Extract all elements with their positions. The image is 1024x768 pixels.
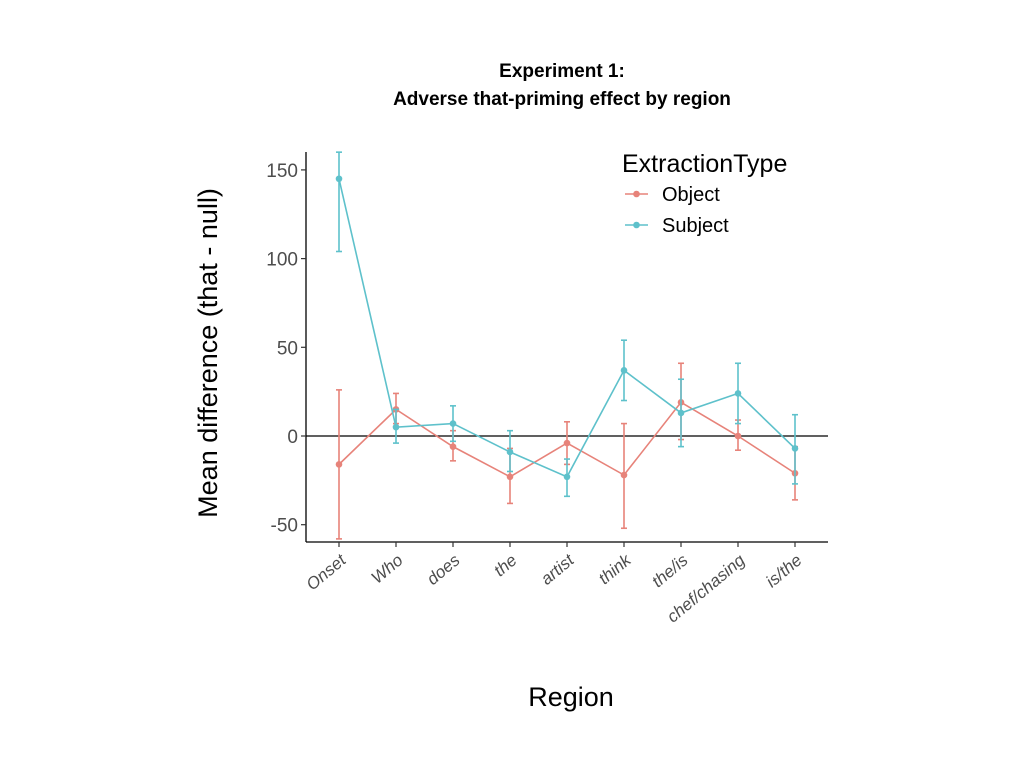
- data-point-object: [620, 471, 628, 479]
- data-point-object: [335, 461, 343, 468]
- data-point-object: [449, 443, 457, 450]
- plot-area: -50 0 50 100 150 Onset Who does the artist think th…: [266, 151, 828, 626]
- data-point-subject: [620, 367, 628, 374]
- legend-label-subject: Subject: [662, 215, 729, 237]
- x-tick-label: the: [490, 551, 520, 581]
- data-point-subject: [449, 420, 457, 427]
- x-tick-label: is/the: [762, 551, 805, 592]
- y-tick-label: 100: [266, 250, 298, 271]
- data-point-subject: [506, 448, 514, 456]
- legend: ExtractionType Object Subject: [622, 150, 787, 237]
- y-tick-label: 150: [266, 161, 298, 182]
- data-point-subject: [392, 423, 400, 431]
- data-point-subject: [563, 473, 571, 481]
- chart-title: Experiment 1:: [499, 61, 625, 82]
- x-axis-title: Region: [528, 682, 614, 712]
- legend-swatch-point: [633, 221, 640, 229]
- x-tick-label: artist: [537, 550, 578, 589]
- legend-swatch-point: [633, 190, 640, 198]
- data-point-subject: [677, 409, 685, 417]
- series-object: [335, 362, 799, 540]
- chart-subtitle: Adverse that-priming effect by region: [393, 89, 731, 110]
- data-point-object: [506, 473, 514, 481]
- data-point-object: [563, 439, 571, 447]
- x-tick-label: Onset: [303, 550, 351, 595]
- legend-title: ExtractionType: [622, 150, 787, 178]
- x-tick-label: does: [423, 550, 464, 589]
- y-tick-label: 50: [277, 338, 298, 359]
- legend-item-subject: Subject: [625, 215, 729, 237]
- x-tick-label: Who: [368, 551, 407, 588]
- y-axis-title: Mean difference (that - null): [193, 188, 223, 518]
- data-point-subject: [335, 175, 343, 183]
- error-bar-subject: [336, 151, 342, 253]
- y-tick-label: 0: [287, 427, 298, 448]
- x-tick-label: think: [595, 550, 636, 589]
- legend-item-object: Object: [625, 184, 720, 206]
- data-point-object: [734, 432, 742, 440]
- y-tick-label: -50: [271, 516, 298, 537]
- x-tick-label: the/is: [648, 550, 692, 591]
- data-point-subject: [791, 445, 799, 452]
- legend-label-object: Object: [662, 184, 720, 206]
- series-subject: [335, 151, 799, 498]
- data-point-subject: [734, 390, 742, 397]
